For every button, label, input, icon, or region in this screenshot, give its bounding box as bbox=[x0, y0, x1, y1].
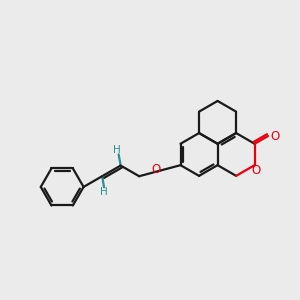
Text: H: H bbox=[100, 187, 108, 197]
Text: O: O bbox=[151, 163, 160, 176]
Text: O: O bbox=[270, 130, 279, 142]
Text: H: H bbox=[113, 145, 121, 155]
Text: O: O bbox=[251, 164, 261, 177]
